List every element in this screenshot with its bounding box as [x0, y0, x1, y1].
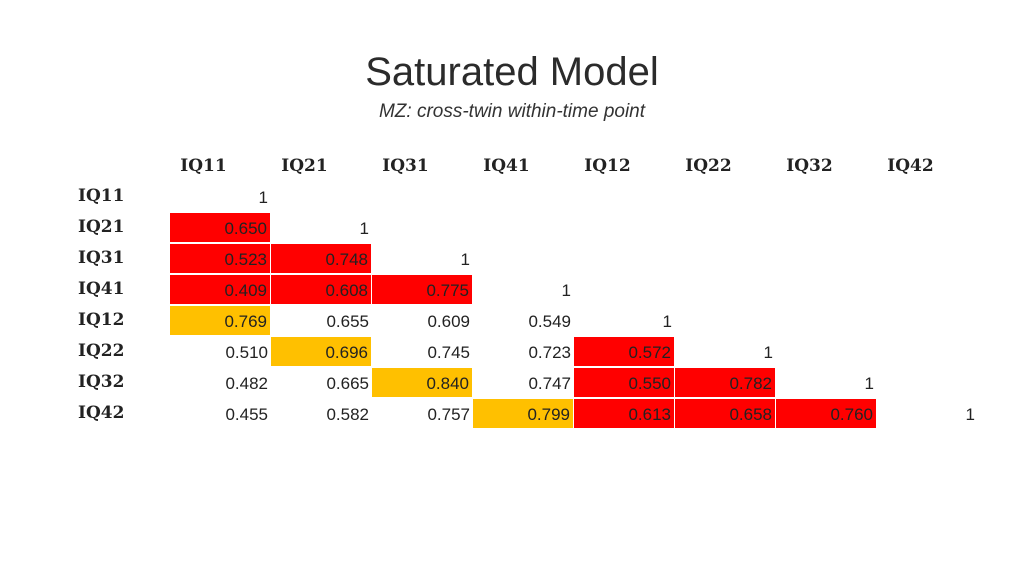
- matrix-cell-iq22-iq21: 0.696: [271, 337, 372, 367]
- matrix-cell-iq41-iq21: 0.608: [271, 275, 372, 305]
- matrix-cell-iq41-iq11: 0.409: [170, 275, 271, 305]
- matrix-cell-iq32-iq32: 1: [864, 374, 874, 393]
- row-header-iq32: IQ32: [78, 372, 125, 392]
- matrix-cell-iq42-iq11: 0.455: [225, 405, 268, 424]
- column-header-iq21: IQ21: [281, 156, 328, 176]
- row-header-iq22: IQ22: [78, 341, 125, 361]
- matrix-cell-iq41-iq41: 1: [561, 281, 571, 300]
- row-header-iq41: IQ41: [78, 279, 125, 299]
- matrix-cell-iq22-iq11: 0.510: [225, 343, 268, 362]
- matrix-cell-iq11-iq11: 1: [258, 188, 268, 207]
- matrix-cell-iq42-iq42: 1: [965, 405, 975, 424]
- matrix-cell-iq22-iq31: 0.745: [427, 343, 470, 362]
- matrix-cell-iq32-iq22: 0.782: [675, 368, 776, 398]
- matrix-cell-iq42-iq22: 0.658: [675, 399, 776, 429]
- column-header-iq11: IQ11: [180, 156, 227, 176]
- matrix-cell-iq12-iq41: 0.549: [528, 312, 571, 331]
- matrix-cell-iq22-iq41: 0.723: [528, 343, 571, 362]
- row-header-iq42: IQ42: [78, 403, 125, 423]
- row-header-iq11: IQ11: [78, 186, 125, 206]
- matrix-cell-iq31-iq21: 0.748: [271, 244, 372, 274]
- matrix-cell-iq42-iq12: 0.613: [574, 399, 675, 429]
- matrix-cell-iq21-iq21: 1: [359, 219, 369, 238]
- matrix-cell-iq32-iq41: 0.747: [528, 374, 571, 393]
- column-header-iq41: IQ41: [483, 156, 530, 176]
- matrix-cell-iq32-iq31: 0.840: [372, 368, 473, 398]
- matrix-cell-iq42-iq31: 0.757: [427, 405, 470, 424]
- column-header-iq12: IQ12: [584, 156, 631, 176]
- matrix-cell-iq32-iq21: 0.665: [326, 374, 369, 393]
- matrix-cell-iq21-iq11: 0.650: [170, 213, 271, 243]
- matrix-cell-iq42-iq41: 0.799: [473, 399, 574, 429]
- matrix-cell-iq12-iq11: 0.769: [170, 306, 271, 336]
- column-header-iq42: IQ42: [887, 156, 934, 176]
- row-header-iq31: IQ31: [78, 248, 125, 268]
- matrix-cell-iq32-iq11: 0.482: [225, 374, 268, 393]
- matrix-cell-iq42-iq21: 0.582: [326, 405, 369, 424]
- slide-title: Saturated Model: [365, 50, 659, 94]
- matrix-cell-iq12-iq21: 0.655: [326, 312, 369, 331]
- matrix-cell-iq31-iq31: 1: [460, 250, 470, 269]
- column-header-iq32: IQ32: [786, 156, 833, 176]
- matrix-cell-iq41-iq31: 0.775: [372, 275, 473, 305]
- column-header-iq22: IQ22: [685, 156, 732, 176]
- row-header-iq21: IQ21: [78, 217, 125, 237]
- matrix-cell-iq32-iq12: 0.550: [574, 368, 675, 398]
- row-header-iq12: IQ12: [78, 310, 125, 330]
- matrix-cell-iq31-iq11: 0.523: [170, 244, 271, 274]
- slide-subtitle: MZ: cross-twin within-time point: [378, 101, 646, 122]
- matrix-cell-iq12-iq31: 0.609: [427, 312, 470, 331]
- matrix-cell-iq22-iq22: 1: [763, 343, 773, 362]
- matrix-cell-iq42-iq32: 0.760: [776, 399, 877, 429]
- matrix-cell-iq12-iq12: 1: [662, 312, 672, 331]
- matrix-cell-iq22-iq12: 0.572: [574, 337, 675, 367]
- column-header-iq31: IQ31: [382, 156, 429, 176]
